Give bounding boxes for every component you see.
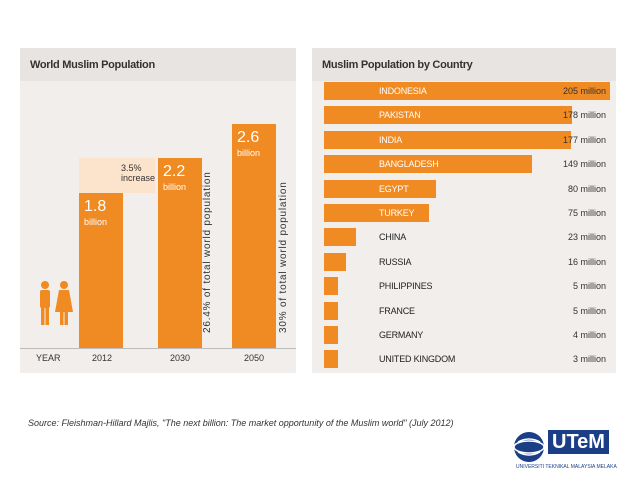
bar-value-2012: 1.8 <box>84 197 107 215</box>
hbar-label-india: INDIA <box>379 134 403 145</box>
hbar-value-china: 23 million <box>567 232 606 243</box>
hbar-label-united-kingdom: UNITED KINGDOM <box>379 354 456 365</box>
hbar-value-united-kingdom: 3 million <box>572 354 606 365</box>
hbar-value-bangladesh: 149 million <box>562 159 606 170</box>
hbar-philippines <box>324 277 338 296</box>
bar-value-2030: 2.2 <box>163 163 186 181</box>
bar-unit-2030: billion <box>163 182 187 193</box>
hbar-value-indonesia: 205 million <box>562 86 606 96</box>
hbar-france <box>324 301 338 320</box>
hbar-label-indonesia: INDONESIA <box>379 86 427 96</box>
hbar-united-kingdom <box>324 350 338 369</box>
hbar-value-india: 177 million <box>562 134 606 145</box>
left-panel-title: World Muslim Population <box>30 59 155 71</box>
hbar-value-philippines: 5 million <box>572 281 606 292</box>
hbar-value-germany: 4 million <box>572 330 606 340</box>
x-axis-line <box>20 348 296 349</box>
logo-subtitle: UNIVERSITI TEKNIKAL MALAYSIA MELAKA <box>516 464 617 470</box>
hbar-bangladesh <box>324 155 532 174</box>
bar-2030 <box>158 158 202 348</box>
logo-text: UTeM <box>548 430 609 454</box>
hbar-india <box>324 130 571 149</box>
pct-label-2030: 26.4% of total world population <box>202 171 213 333</box>
hbar-indonesia <box>324 82 610 100</box>
globe-icon <box>513 432 545 462</box>
bar-2012 <box>79 192 123 348</box>
hbar-pakistan <box>324 106 573 125</box>
hbar-turkey <box>324 204 429 222</box>
hbar-label-philippines: PHILIPPINES <box>379 281 433 292</box>
right-panel-header: Muslim Population by Country <box>312 48 616 81</box>
increase-percent: 3.5% <box>121 163 142 173</box>
pct-label-2050: 30% of total world population <box>278 181 289 333</box>
people-icon <box>40 281 73 325</box>
increase-word: increase <box>121 173 156 183</box>
hbar-germany <box>324 326 338 344</box>
hbar-egypt <box>324 179 436 198</box>
hbar-china <box>324 228 357 247</box>
left-panel-header: World Muslim Population <box>20 48 296 81</box>
right-panel-title: Muslim Population by Country <box>322 59 473 71</box>
country-population-panel: Muslim Population by Country INDONESIA 20… <box>312 48 616 373</box>
hbar-label-germany: GERMANY <box>379 330 424 340</box>
bar-unit-2050: billion <box>237 148 261 158</box>
world-population-panel: World Muslim Population 1.8 billion 2012 bi… <box>20 48 296 373</box>
increase-label: 3.5% increase <box>121 163 155 183</box>
hbar-value-france: 5 million <box>572 305 606 316</box>
hbar-label-bangladesh: BANGLADESH <box>379 159 439 170</box>
hbar-label-china: CHINA <box>379 232 407 243</box>
hbar-value-russia: 16 million <box>567 256 606 267</box>
year-label: YEAR <box>36 353 61 363</box>
hbar-label-pakistan: PAKISTAN <box>379 110 421 121</box>
hbar-value-pakistan: 178 million <box>562 110 606 121</box>
increase-segment <box>79 158 155 193</box>
utem-logo: UTeM UNIVERSITI TEKNIKAL MALAYSIA MELAKA <box>512 428 622 470</box>
hbar-label-egypt: EGYPT <box>379 183 409 194</box>
hbar-label-turkey: TURKEY <box>379 208 415 218</box>
bar-unit-2012: billion <box>84 216 108 227</box>
bar-2050 <box>232 124 276 348</box>
hbar-russia <box>324 252 347 271</box>
year-2050: 2050 <box>244 353 265 363</box>
source-citation: Source: Fleishman-Hillard Majlis, "The n… <box>28 418 454 428</box>
hbar-value-egypt: 80 million <box>567 183 606 194</box>
year-2030: 2030 <box>170 353 191 363</box>
hbar-value-turkey: 75 million <box>567 208 606 218</box>
hbar-label-russia: RUSSIA <box>379 256 412 267</box>
hbar-label-france: FRANCE <box>379 305 415 316</box>
bar-value-2050: 2.6 <box>237 129 260 146</box>
year-2012: 2012 <box>92 353 113 363</box>
